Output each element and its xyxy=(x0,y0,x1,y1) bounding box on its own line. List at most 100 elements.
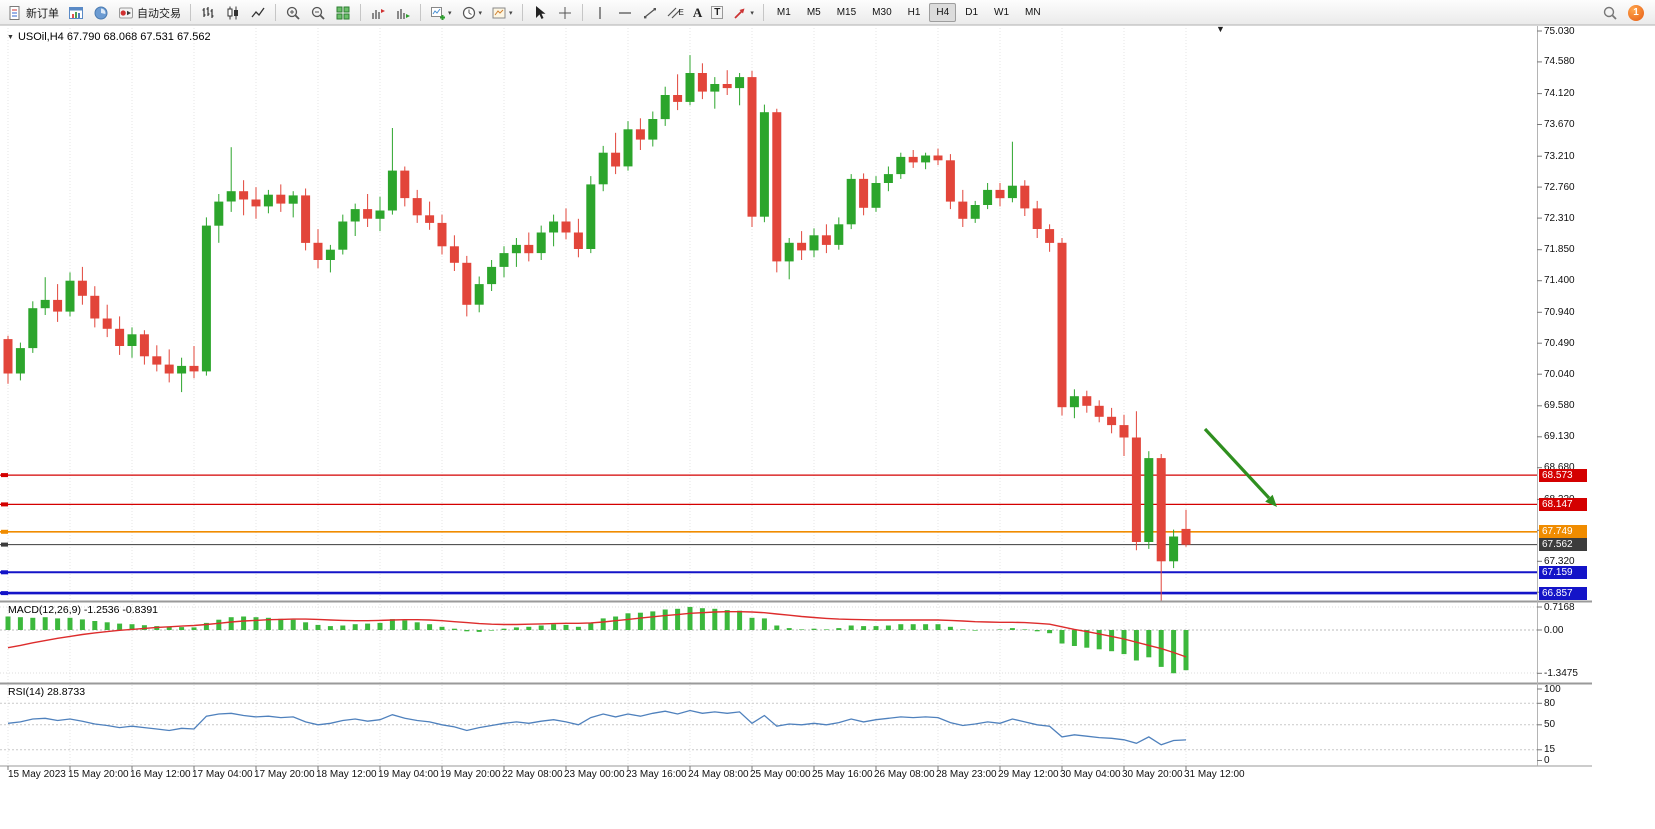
candle-body xyxy=(189,365,199,372)
candle-body xyxy=(1045,229,1055,243)
candle-body xyxy=(239,191,249,200)
notification-badge[interactable]: 1 xyxy=(1628,4,1644,21)
candle-body xyxy=(28,308,38,349)
rsi-line xyxy=(7,709,1187,746)
timeframe-w1-button[interactable]: W1 xyxy=(994,7,1010,18)
charts-window-button[interactable] xyxy=(64,2,88,23)
arrow-tool-icon xyxy=(734,8,745,19)
toolbar-separator xyxy=(521,4,523,21)
candle-body xyxy=(1094,405,1104,417)
candle-body xyxy=(474,284,484,305)
candle-body xyxy=(437,222,447,247)
new-chart-icon xyxy=(431,6,445,20)
candle-body xyxy=(685,73,695,102)
timeframe-m5-button[interactable]: M5 xyxy=(806,7,821,18)
timeframe-h1-button[interactable]: H1 xyxy=(907,7,921,18)
toolbar-separator xyxy=(190,4,191,21)
candle-body xyxy=(1057,242,1067,408)
periods-button[interactable]: ▾ xyxy=(457,2,487,23)
search-icon xyxy=(1603,6,1617,20)
crosshair-icon xyxy=(558,6,571,19)
search-button[interactable] xyxy=(1598,2,1622,23)
market-watch-button[interactable] xyxy=(89,2,113,23)
timeframe-m15-button[interactable]: M15 xyxy=(836,7,857,18)
candle-body xyxy=(325,249,335,260)
template-icon xyxy=(492,7,506,18)
candle-body xyxy=(797,242,807,251)
candle-body xyxy=(586,184,596,249)
new-order-button[interactable]: 新订单 xyxy=(3,2,63,23)
level-handle xyxy=(1,570,8,575)
candle-body xyxy=(288,195,298,204)
timeframe-mn-button[interactable]: MN xyxy=(1025,7,1041,18)
trendline-tool-button[interactable] xyxy=(638,2,662,23)
candle-body xyxy=(338,221,348,250)
timeframe-group: M1 M5 M15 M30 H1 H4 D1 W1 MN xyxy=(769,3,1049,22)
bar-chart-type-button[interactable] xyxy=(196,2,220,23)
candle-body xyxy=(462,262,472,305)
auto-scroll-button[interactable] xyxy=(391,2,415,23)
timeframe-m30-button[interactable]: M30 xyxy=(872,7,892,18)
candle-body xyxy=(809,235,819,251)
candle-body xyxy=(1020,185,1030,209)
zoom-in-button[interactable] xyxy=(281,2,305,23)
horizontal-line-tool-button[interactable] xyxy=(613,2,637,23)
candle-body xyxy=(276,194,286,204)
candle-body xyxy=(995,189,1005,199)
candle-body xyxy=(549,221,559,233)
timeframe-m1-button[interactable]: M1 xyxy=(776,7,791,18)
trend-arrow-line xyxy=(1203,427,1271,500)
ohlc-bars-icon xyxy=(202,6,214,18)
autotrading-button[interactable]: 自动交易 xyxy=(114,2,185,23)
new-chart-button[interactable]: ▾ xyxy=(426,2,456,23)
candle-body xyxy=(251,199,261,207)
level-handle xyxy=(1,529,8,534)
candle-body xyxy=(77,280,87,296)
candle-body xyxy=(1156,458,1166,562)
vertical-line-tool-button[interactable] xyxy=(588,2,612,23)
candle-body xyxy=(722,84,732,89)
candle-body xyxy=(127,334,137,346)
candle-body xyxy=(53,299,63,312)
arrows-tool-button[interactable]: ▾ xyxy=(728,2,758,23)
candle-body xyxy=(263,194,273,207)
trend-arrow-head xyxy=(1265,494,1277,507)
candle-body xyxy=(164,364,174,374)
crosshair-button[interactable] xyxy=(553,2,577,23)
candle-body xyxy=(226,191,236,202)
equidistant-channel-tool-button[interactable]: E xyxy=(663,2,688,23)
text-label-tool-button[interactable]: T xyxy=(707,2,727,23)
chart-shift-icon xyxy=(372,8,385,19)
candle-body xyxy=(387,170,397,211)
candlestick-type-button[interactable] xyxy=(221,2,245,23)
new-order-label: 新订单 xyxy=(26,7,59,20)
candle-body xyxy=(673,95,683,102)
templates-button[interactable]: ▾ xyxy=(487,2,517,23)
candle-body xyxy=(759,112,769,217)
cursor-icon xyxy=(535,5,546,19)
cursor-button[interactable] xyxy=(528,2,552,23)
candle-body xyxy=(660,95,670,120)
candle-body xyxy=(1082,396,1092,406)
text-tool-button[interactable]: A xyxy=(689,2,706,23)
candle-body xyxy=(697,73,707,92)
zoom-out-button[interactable] xyxy=(306,2,330,23)
chart-shift-button[interactable] xyxy=(366,2,390,23)
candle-body xyxy=(350,209,360,222)
candle-body xyxy=(921,155,931,163)
candle-body xyxy=(983,189,993,205)
toolbar-separator xyxy=(420,4,421,21)
tile-windows-button[interactable] xyxy=(331,2,355,23)
toolbar-right: 1 xyxy=(1598,2,1652,23)
toolbar: 新订单 自动交易 ▾ ▾ ▾ xyxy=(0,0,1655,25)
candle-body xyxy=(883,174,893,183)
timeframe-h4-button[interactable]: H4 xyxy=(929,3,957,22)
line-chart-type-button[interactable] xyxy=(246,2,270,23)
timeframe-d1-button[interactable]: D1 xyxy=(965,7,979,18)
candle-body xyxy=(363,209,373,219)
candle-body xyxy=(3,339,13,374)
candle-body xyxy=(747,77,757,217)
candle-body xyxy=(449,246,459,263)
candle-body xyxy=(908,156,918,163)
